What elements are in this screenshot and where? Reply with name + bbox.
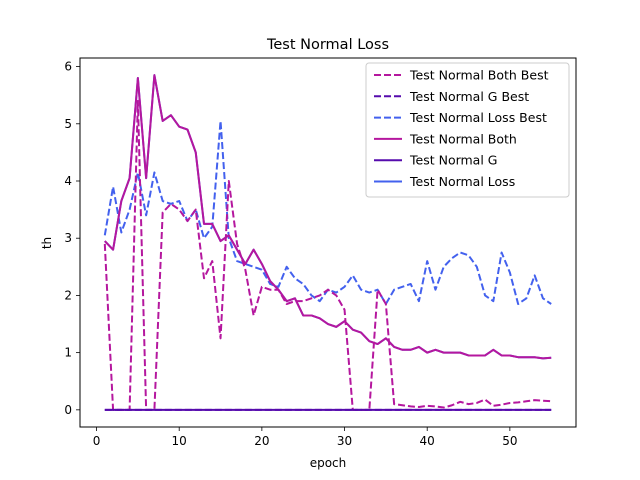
legend-label: Test Normal G Best xyxy=(409,89,529,104)
legend-label: Test Normal Loss xyxy=(409,174,515,189)
legend-label: Test Normal Loss Best xyxy=(409,110,547,125)
x-tick-label: 20 xyxy=(254,434,269,448)
y-tick-label: 4 xyxy=(64,174,72,188)
legend-label: Test Normal G xyxy=(409,153,497,168)
series-line-test-normal-both xyxy=(104,74,552,360)
legend: Test Normal Both Best Test Normal G Best T… xyxy=(365,62,570,198)
x-tick-label: 30 xyxy=(337,434,352,448)
y-tick-label: 1 xyxy=(64,346,72,360)
x-axis-label: epoch xyxy=(310,456,347,470)
axes: 0 10 20 30 40 50 0 1 2 3 4 5 6 xyxy=(64,60,517,448)
chart-title: Test Normal Loss xyxy=(266,37,389,53)
y-tick-label: 2 xyxy=(64,288,72,302)
y-tick-label: 3 xyxy=(64,231,72,245)
plot-area xyxy=(103,74,552,411)
x-tick-label: 0 xyxy=(93,434,101,448)
x-tick-label: 50 xyxy=(502,434,517,448)
y-tick-label: 0 xyxy=(64,403,72,417)
legend-label: Test Normal Both xyxy=(409,131,517,146)
x-tick-label: 40 xyxy=(420,434,435,448)
x-tick-label: 10 xyxy=(172,434,187,448)
y-tick-label: 6 xyxy=(64,60,72,74)
series-line-test-normal-both-best xyxy=(103,99,552,411)
plot-frame xyxy=(79,57,577,428)
y-tick-label: 5 xyxy=(64,117,72,131)
legend-label: Test Normal Both Best xyxy=(409,68,549,83)
y-axis-label: th xyxy=(40,237,54,249)
legend-box xyxy=(365,62,570,198)
